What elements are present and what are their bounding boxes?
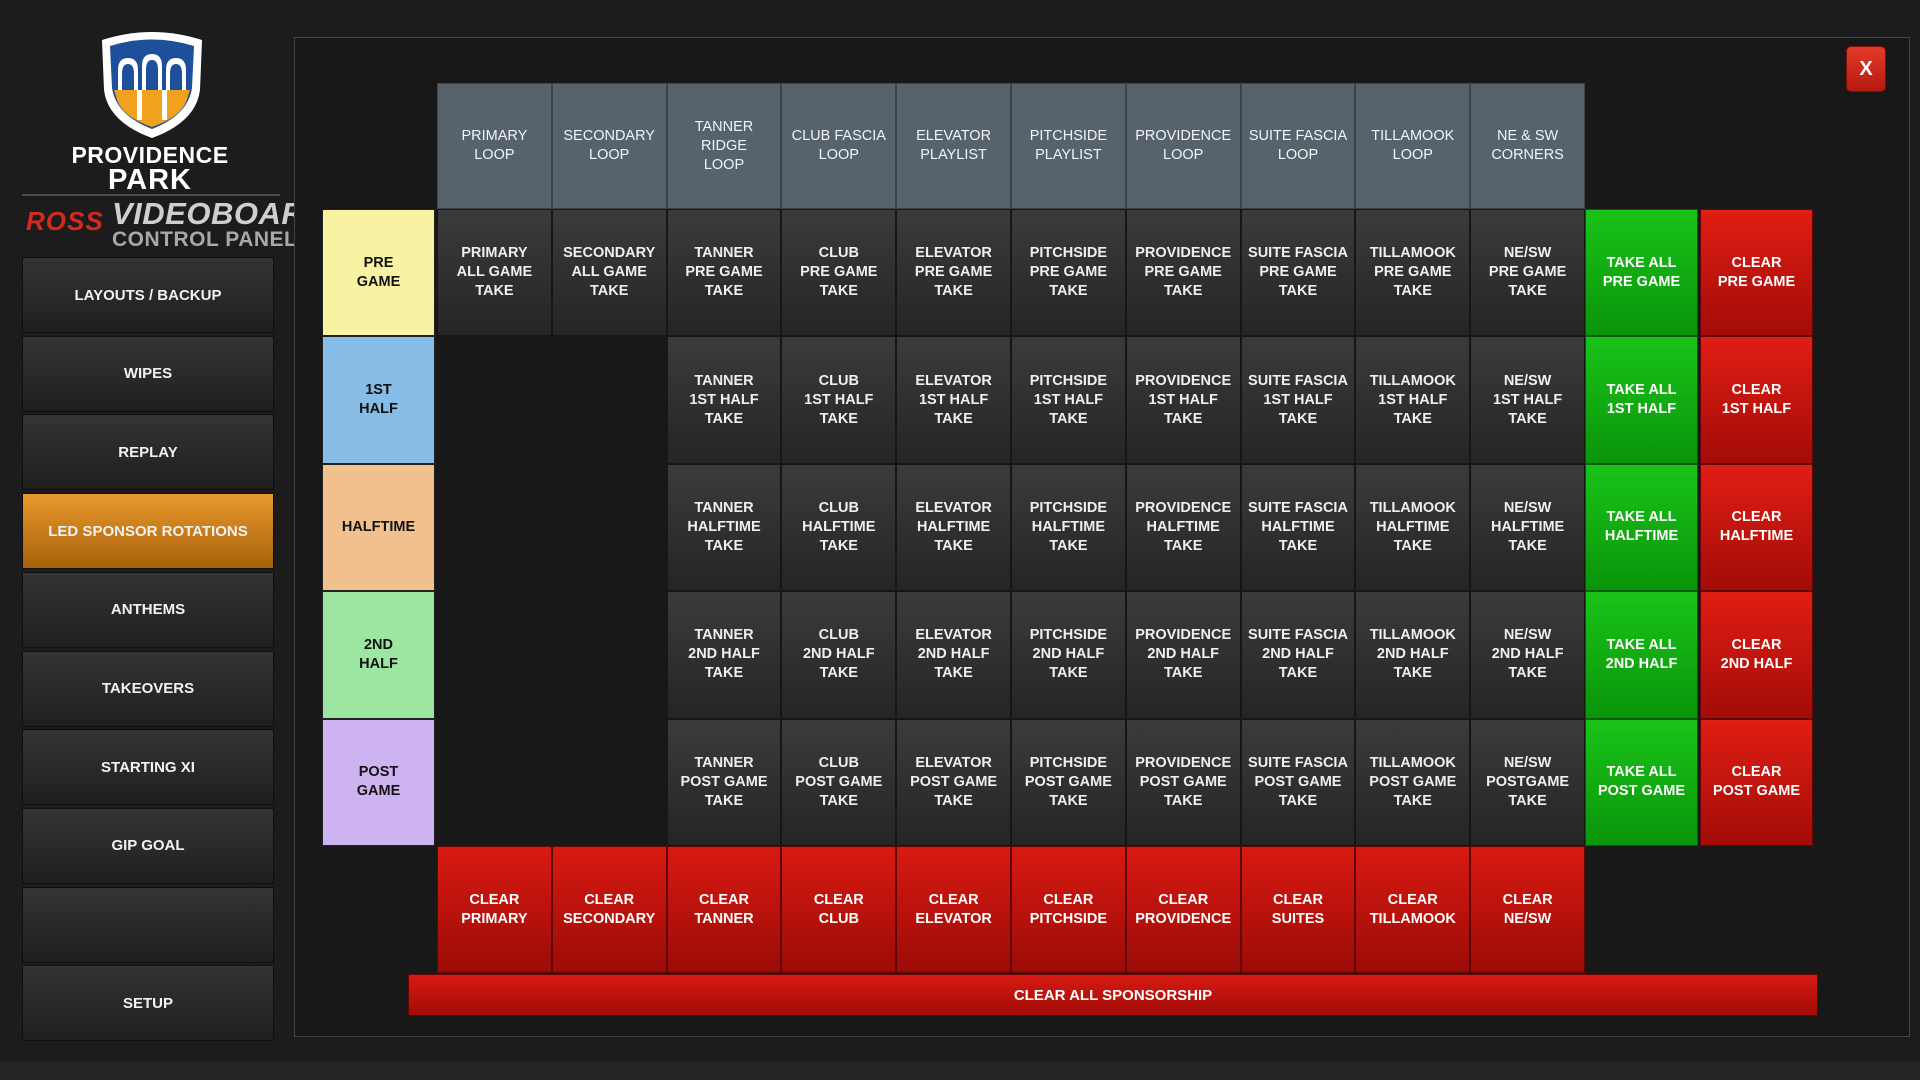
take-all-button-take-all-2nd-half[interactable]: TAKE ALL 2ND HALF [1585, 591, 1698, 719]
clear-column-button-clear-primary[interactable]: CLEAR PRIMARY [437, 846, 552, 973]
clear-column-button-clear-club[interactable]: CLEAR CLUB [781, 846, 897, 973]
take-button-tanner-post-game-take[interactable]: TANNER POST GAME TAKE [666, 718, 782, 846]
take-button-tillamook-pre-game-take[interactable]: TILLAMOOK PRE GAME TAKE [1355, 209, 1471, 337]
take-button-tillamook-post-game-take[interactable]: TILLAMOOK POST GAME TAKE [1355, 718, 1471, 846]
take-button-ne-sw-postgame-take[interactable]: NE/SW POSTGAME TAKE [1470, 718, 1585, 846]
take-button-elevator-post-game-take[interactable]: ELEVATOR POST GAME TAKE [896, 718, 1011, 846]
row-label-1st-half: 1ST HALF [322, 336, 435, 464]
column-header-pitchside-playlist: PITCHSIDE PLAYLIST [1011, 83, 1126, 209]
take-button-pitchside-post-game-take[interactable]: PITCHSIDE POST GAME TAKE [1011, 718, 1126, 846]
take-button-elevator-pre-game-take[interactable]: ELEVATOR PRE GAME TAKE [896, 209, 1011, 337]
sidebar-item-setup[interactable]: SETUP [22, 965, 274, 1042]
take-button-suite-fascia-halftime-take[interactable]: SUITE FASCIA HALFTIME TAKE [1240, 463, 1356, 592]
clear-column-button-clear-elevator[interactable]: CLEAR ELEVATOR [896, 846, 1011, 973]
column-header-tanner-ridge-loop: TANNER RIDGE LOOP [666, 83, 782, 209]
column-header-club-fascia-loop: CLUB FASCIA LOOP [781, 83, 897, 209]
logo-text-providence: PROVIDENCE [71, 142, 229, 168]
take-button-providence-post-game-take[interactable]: PROVIDENCE POST GAME TAKE [1125, 718, 1241, 846]
take-button-elevator-halftime-take[interactable]: ELEVATOR HALFTIME TAKE [896, 463, 1011, 592]
take-button-providence-pre-game-take[interactable]: PROVIDENCE PRE GAME TAKE [1125, 209, 1241, 337]
take-button-suite-fascia-pre-game-take[interactable]: SUITE FASCIA PRE GAME TAKE [1240, 209, 1356, 337]
take-button-club-halftime-take[interactable]: CLUB HALFTIME TAKE [781, 463, 897, 592]
take-all-button-take-all-halftime[interactable]: TAKE ALL HALFTIME [1585, 463, 1698, 592]
sidebar-item-led-sponsor-rotations[interactable]: LED SPONSOR ROTATIONS [22, 493, 274, 570]
clear-row-button-clear-pre-game[interactable]: CLEAR PRE GAME [1700, 209, 1813, 337]
row-label-pre-game: PRE GAME [322, 209, 435, 337]
take-button-ne-sw-pre-game-take[interactable]: NE/SW PRE GAME TAKE [1470, 209, 1585, 337]
clear-row-button-clear-1st-half[interactable]: CLEAR 1ST HALF [1700, 336, 1813, 464]
take-button-pitchside-1st-half-take[interactable]: PITCHSIDE 1ST HALF TAKE [1011, 336, 1126, 464]
take-button-suite-fascia-post-game-take[interactable]: SUITE FASCIA POST GAME TAKE [1240, 718, 1356, 846]
clear-column-button-clear-secondary[interactable]: CLEAR SECONDARY [551, 846, 667, 973]
ross-logo: ROSS [26, 206, 104, 236]
take-button-tillamook-halftime-take[interactable]: TILLAMOOK HALFTIME TAKE [1355, 463, 1471, 592]
take-all-button-take-all-pre-game[interactable]: TAKE ALL PRE GAME [1585, 209, 1698, 337]
clear-column-button-clear-providence[interactable]: CLEAR PROVIDENCE [1125, 846, 1241, 973]
take-button-tanner-2nd-half-take[interactable]: TANNER 2ND HALF TAKE [666, 591, 782, 719]
column-header-primary-loop: PRIMARY LOOP [437, 83, 552, 209]
column-header-elevator-playlist: ELEVATOR PLAYLIST [896, 83, 1011, 209]
take-button-primary-all-game-take[interactable]: PRIMARY ALL GAME TAKE [437, 209, 552, 337]
control-panel-title: CONTROL PANEL [112, 228, 298, 251]
sidebar-item-starting-xi[interactable]: STARTING XI [22, 729, 274, 806]
take-button-ne-sw-2nd-half-take[interactable]: NE/SW 2ND HALF TAKE [1470, 591, 1585, 719]
row-label-post-game: POST GAME [322, 718, 435, 846]
close-button[interactable]: X [1846, 46, 1886, 92]
sidebar-item-layouts-backup[interactable]: LAYOUTS / BACKUP [22, 257, 274, 333]
take-button-suite-fascia-1st-half-take[interactable]: SUITE FASCIA 1ST HALF TAKE [1240, 336, 1356, 464]
logo-divider [22, 194, 280, 196]
shield-logo-icon [102, 32, 202, 138]
take-button-tanner-pre-game-take[interactable]: TANNER PRE GAME TAKE [666, 209, 782, 337]
take-button-tanner-1st-half-take[interactable]: TANNER 1ST HALF TAKE [666, 336, 782, 464]
sidebar-item-gip-goal[interactable]: GIP GOAL [22, 807, 274, 884]
videoboard-title: VIDEOBOARD [112, 196, 328, 231]
take-button-tillamook-1st-half-take[interactable]: TILLAMOOK 1ST HALF TAKE [1355, 336, 1471, 464]
column-header-ne-sw-corners: NE & SW CORNERS [1470, 83, 1585, 209]
row-label-halftime: HALFTIME [322, 463, 435, 592]
clear-column-button-clear-tillamook[interactable]: CLEAR TILLAMOOK [1355, 846, 1471, 973]
logo-text-park: PARK [107, 164, 193, 196]
sidebar-item-wipes[interactable]: WIPES [22, 335, 274, 412]
take-button-ne-sw-halftime-take[interactable]: NE/SW HALFTIME TAKE [1470, 463, 1585, 592]
take-button-secondary-all-game-take[interactable]: SECONDARY ALL GAME TAKE [551, 209, 667, 337]
take-all-button-take-all-post-game[interactable]: TAKE ALL POST GAME [1585, 718, 1698, 846]
take-button-tillamook-2nd-half-take[interactable]: TILLAMOOK 2ND HALF TAKE [1355, 591, 1471, 719]
take-button-elevator-1st-half-take[interactable]: ELEVATOR 1ST HALF TAKE [896, 336, 1011, 464]
providence-park-logo: PROVIDENCE PARK [0, 30, 300, 196]
take-button-ne-sw-1st-half-take[interactable]: NE/SW 1ST HALF TAKE [1470, 336, 1585, 464]
take-button-club-post-game-take[interactable]: CLUB POST GAME TAKE [781, 718, 897, 846]
take-button-providence-halftime-take[interactable]: PROVIDENCE HALFTIME TAKE [1125, 463, 1241, 592]
take-button-club-1st-half-take[interactable]: CLUB 1ST HALF TAKE [781, 336, 897, 464]
take-button-club-pre-game-take[interactable]: CLUB PRE GAME TAKE [781, 209, 897, 337]
clear-column-button-clear-pitchside[interactable]: CLEAR PITCHSIDE [1011, 846, 1126, 973]
take-all-button-take-all-1st-half[interactable]: TAKE ALL 1ST HALF [1585, 336, 1698, 464]
take-button-elevator-2nd-half-take[interactable]: ELEVATOR 2ND HALF TAKE [896, 591, 1011, 719]
clear-row-button-clear-2nd-half[interactable]: CLEAR 2ND HALF [1700, 591, 1813, 719]
clear-row-button-clear-halftime[interactable]: CLEAR HALFTIME [1700, 463, 1813, 592]
clear-column-button-clear-suites[interactable]: CLEAR SUITES [1240, 846, 1356, 973]
take-button-pitchside-halftime-take[interactable]: PITCHSIDE HALFTIME TAKE [1011, 463, 1126, 592]
sidebar-item-replay[interactable]: REPLAY [22, 414, 274, 491]
clear-all-sponsorship-button[interactable]: CLEAR ALL SPONSORSHIP [408, 974, 1818, 1016]
take-button-providence-1st-half-take[interactable]: PROVIDENCE 1ST HALF TAKE [1125, 336, 1241, 464]
sidebar-item-blank-8[interactable] [22, 886, 274, 963]
column-header-suite-fascia-loop: SUITE FASCIA LOOP [1240, 83, 1356, 209]
bottom-strip [0, 1062, 1920, 1080]
take-button-pitchside-pre-game-take[interactable]: PITCHSIDE PRE GAME TAKE [1011, 209, 1126, 337]
take-button-tanner-halftime-take[interactable]: TANNER HALFTIME TAKE [666, 463, 782, 592]
clear-column-button-clear-ne-sw[interactable]: CLEAR NE/SW [1470, 846, 1585, 973]
row-label-2nd-half: 2ND HALF [322, 591, 435, 719]
take-button-suite-fascia-2nd-half-take[interactable]: SUITE FASCIA 2ND HALF TAKE [1240, 591, 1356, 719]
column-header-tillamook-loop: TILLAMOOK LOOP [1355, 83, 1471, 209]
clear-column-button-clear-tanner[interactable]: CLEAR TANNER [666, 846, 782, 973]
sidebar-item-takeovers[interactable]: TAKEOVERS [22, 650, 274, 727]
take-button-pitchside-2nd-half-take[interactable]: PITCHSIDE 2ND HALF TAKE [1011, 591, 1126, 719]
take-button-club-2nd-half-take[interactable]: CLUB 2ND HALF TAKE [781, 591, 897, 719]
clear-row-button-clear-post-game[interactable]: CLEAR POST GAME [1700, 718, 1813, 846]
column-header-secondary-loop: SECONDARY LOOP [551, 83, 667, 209]
sidebar: PROVIDENCE PARK ROSS VIDEOBOARD CONTROL … [0, 0, 327, 1080]
take-button-providence-2nd-half-take[interactable]: PROVIDENCE 2ND HALF TAKE [1125, 591, 1241, 719]
sidebar-item-anthems[interactable]: ANTHEMS [22, 571, 274, 648]
column-header-providence-loop: PROVIDENCE LOOP [1125, 83, 1241, 209]
